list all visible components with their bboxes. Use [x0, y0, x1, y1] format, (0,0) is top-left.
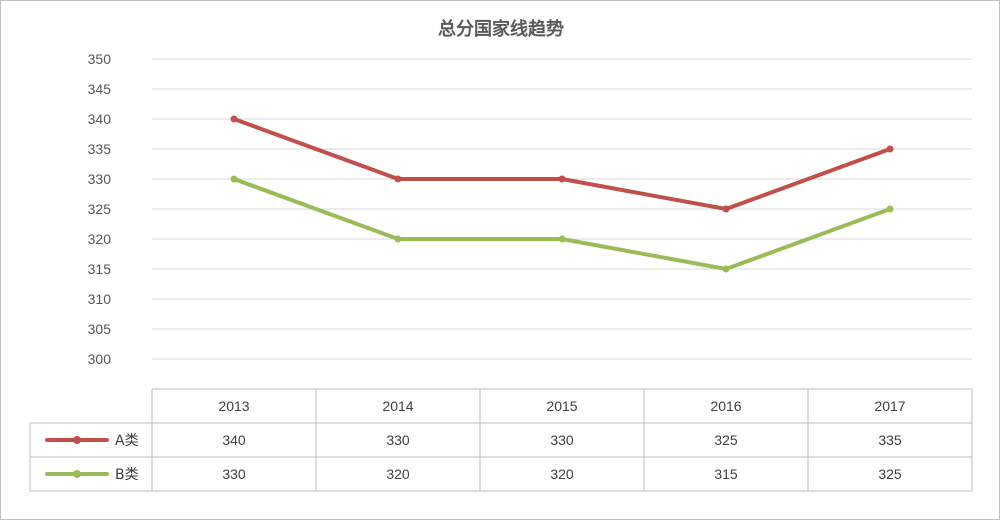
series-line [232, 177, 892, 271]
y-tick-label: 350 [88, 51, 112, 67]
table-cell-value: 330 [550, 432, 574, 448]
y-tick-label: 345 [88, 81, 112, 97]
x-category-label: 2014 [382, 398, 413, 414]
y-tick-label: 300 [88, 351, 112, 367]
data-point [394, 175, 402, 183]
series-line [232, 117, 892, 211]
chart-title: 总分国家线趋势 [438, 19, 564, 40]
table-cell-value: 320 [550, 466, 574, 482]
y-tick-label: 320 [88, 231, 112, 247]
legend-swatch-marker [73, 470, 81, 478]
table-cell-value: 340 [222, 432, 246, 448]
data-point [394, 235, 402, 243]
y-tick-label: 325 [88, 201, 112, 217]
data-point [722, 265, 730, 273]
table-cell-value: 330 [386, 432, 410, 448]
legend-swatch-marker [73, 436, 81, 444]
table-cell-value: 325 [714, 432, 738, 448]
x-category-label: 2017 [874, 398, 905, 414]
legend-label: A类 [115, 433, 139, 449]
data-point [558, 175, 566, 183]
data-point [886, 205, 894, 213]
x-category-label: 2013 [218, 398, 249, 414]
table-cell-value: 325 [878, 466, 902, 482]
x-category-label: 2016 [710, 398, 741, 414]
y-tick-label: 310 [88, 291, 112, 307]
y-tick-label: 340 [88, 111, 112, 127]
data-point [886, 145, 894, 153]
data-point [722, 205, 730, 213]
y-tick-label: 305 [88, 321, 112, 337]
y-tick-label: 335 [88, 141, 112, 157]
table-cell-value: 315 [714, 466, 738, 482]
y-tick-label: 315 [88, 261, 112, 277]
data-point [230, 115, 238, 123]
table-cell-value: 320 [386, 466, 410, 482]
y-tick-label: 330 [88, 171, 112, 187]
data-point [558, 235, 566, 243]
x-category-label: 2015 [546, 398, 577, 414]
table-cell-value: 335 [878, 432, 902, 448]
data-point [230, 175, 238, 183]
legend-label: B类 [115, 467, 139, 483]
table-cell-value: 330 [222, 466, 246, 482]
